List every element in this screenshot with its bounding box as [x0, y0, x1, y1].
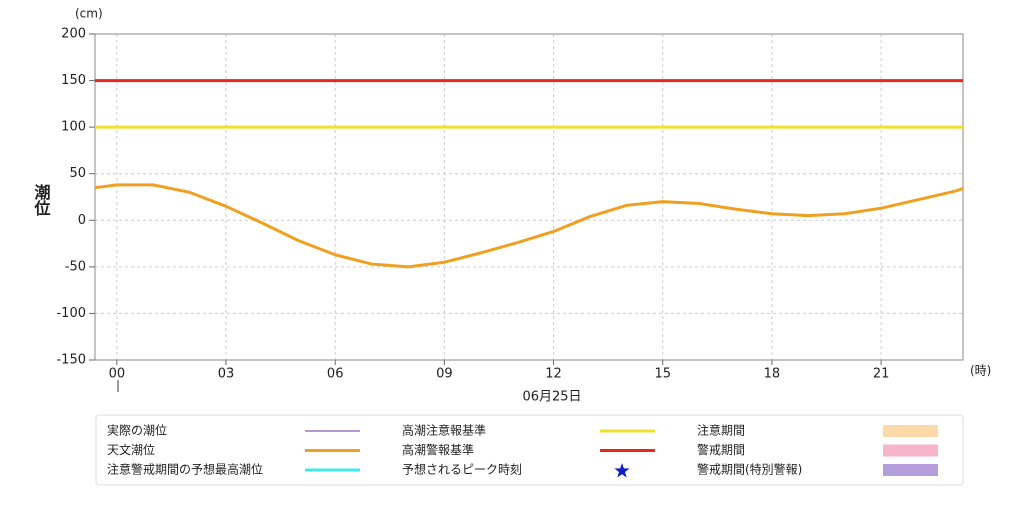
legend-box — [95, 414, 964, 486]
legend-label: 高潮警報基準 — [402, 442, 474, 457]
x-tick-label: 21 — [873, 367, 890, 382]
y-tick-label: 0 — [78, 213, 86, 228]
y-tick-label: -100 — [56, 306, 86, 321]
legend-swatch — [883, 425, 938, 437]
legend-label: 実際の潮位 — [107, 423, 167, 438]
legend-label: 注意警戒期間の予想最高潮位 — [107, 462, 263, 477]
plot-frame — [94, 33, 964, 361]
x-tick-label: 18 — [764, 367, 781, 382]
legend-label: 注意期間 — [697, 424, 745, 438]
y-tick-label: -150 — [56, 353, 86, 368]
legend-label: 予想されるピーク時刻 — [402, 462, 522, 477]
y-unit: (cm) — [75, 7, 103, 21]
legend-label: 高潮注意報基準 — [402, 423, 486, 438]
x-tick-label: 15 — [654, 367, 671, 382]
y-tick-label: 100 — [61, 120, 86, 135]
legend-swatch — [883, 444, 938, 457]
legend-star — [614, 463, 630, 478]
legend-label: 警戒期間(特別警報) — [697, 462, 802, 477]
x-tick-label: 12 — [545, 367, 562, 382]
x-tick-label: 06 — [327, 367, 344, 382]
date-label: 06月25日 — [522, 390, 581, 405]
y-tick-label: 50 — [69, 166, 86, 181]
legend-swatch — [883, 464, 938, 476]
y-tick-label: -50 — [65, 259, 86, 274]
y-axis-label: 潮位 — [32, 183, 52, 217]
tide-line — [94, 183, 964, 269]
x-unit: (時) — [970, 364, 991, 378]
x-tick-label: 09 — [436, 367, 453, 382]
y-tick-label: 150 — [61, 73, 86, 88]
legend-label: 警戒期間 — [697, 442, 745, 457]
legend-label: 天文潮位 — [107, 442, 155, 457]
x-tick-label: 03 — [218, 367, 235, 382]
x-tick-label: 00 — [109, 367, 126, 382]
y-tick-label: 200 — [61, 27, 86, 42]
